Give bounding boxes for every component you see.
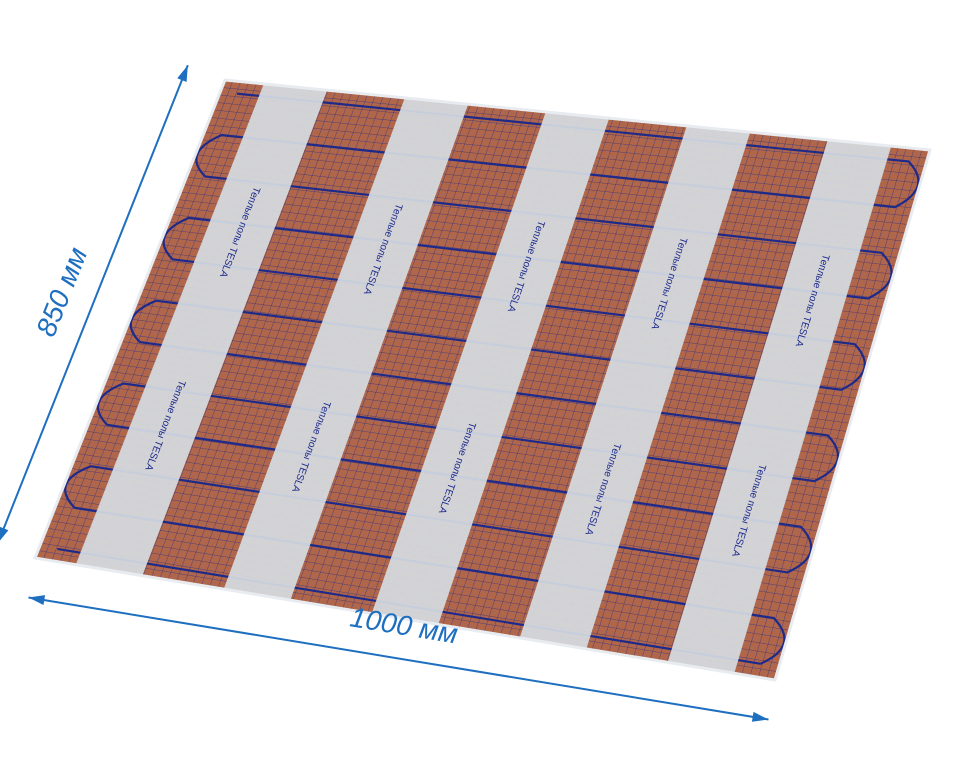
heating-mat-diagram: Теплые полы TESLAТеплые полы TESLAТеплые…	[0, 0, 954, 768]
